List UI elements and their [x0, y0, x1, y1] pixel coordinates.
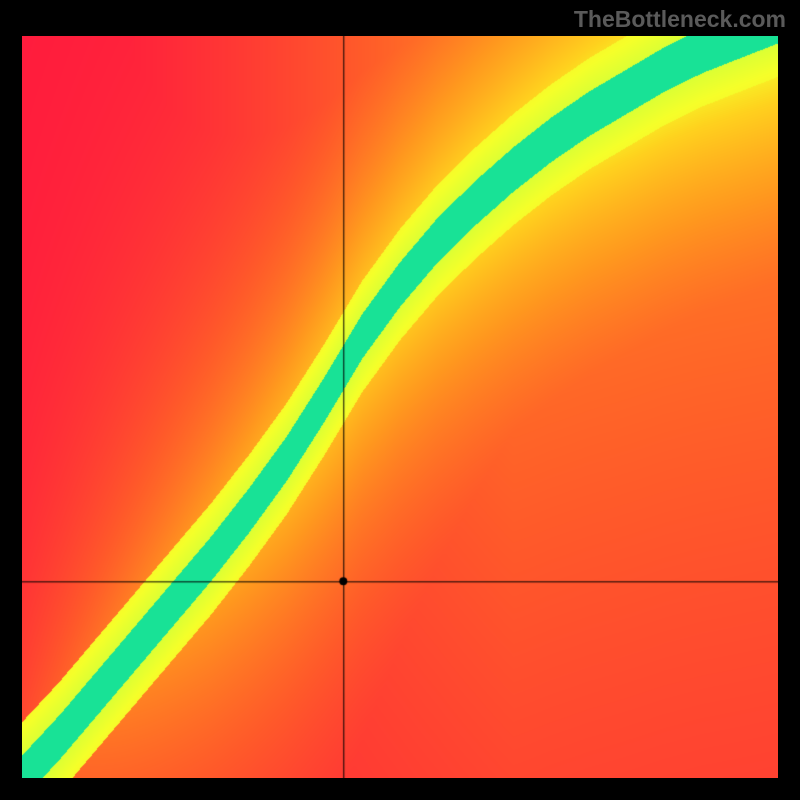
bottleneck-heatmap	[22, 36, 778, 778]
watermark-text: TheBottleneck.com	[574, 6, 786, 33]
